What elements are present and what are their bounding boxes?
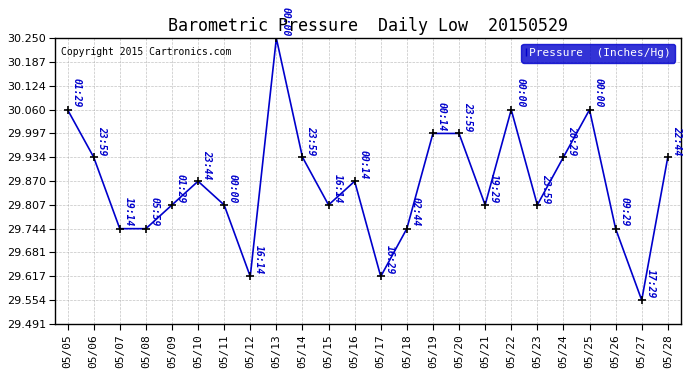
Pressure  (Inches/Hg)	[273, 36, 281, 40]
Text: 00:00: 00:00	[228, 174, 238, 203]
Text: 23:59: 23:59	[97, 126, 108, 155]
Pressure  (Inches/Hg)	[90, 155, 98, 159]
Pressure  (Inches/Hg)	[611, 226, 620, 231]
Text: 19:14: 19:14	[124, 197, 134, 227]
Pressure  (Inches/Hg)	[638, 298, 646, 302]
Pressure  (Inches/Hg)	[507, 108, 515, 112]
Pressure  (Inches/Hg)	[455, 131, 463, 136]
Text: 19:29: 19:29	[489, 174, 499, 203]
Pressure  (Inches/Hg)	[194, 179, 202, 183]
Pressure  (Inches/Hg)	[533, 203, 542, 207]
Text: 23:44: 23:44	[202, 150, 212, 179]
Pressure  (Inches/Hg)	[246, 274, 255, 279]
Text: 16:14: 16:14	[333, 174, 342, 203]
Text: 23:59: 23:59	[463, 102, 473, 132]
Text: 00:00: 00:00	[515, 78, 525, 108]
Text: 00:14: 00:14	[437, 102, 447, 132]
Text: 00:00: 00:00	[593, 78, 604, 108]
Line: Pressure  (Inches/Hg): Pressure (Inches/Hg)	[63, 34, 672, 305]
Pressure  (Inches/Hg)	[351, 179, 359, 183]
Pressure  (Inches/Hg)	[481, 203, 489, 207]
Title: Barometric Pressure  Daily Low  20150529: Barometric Pressure Daily Low 20150529	[168, 17, 568, 35]
Pressure  (Inches/Hg)	[560, 155, 568, 159]
Text: 23:59: 23:59	[541, 174, 551, 203]
Text: 22:44: 22:44	[672, 126, 682, 155]
Pressure  (Inches/Hg)	[116, 226, 124, 231]
Pressure  (Inches/Hg)	[324, 203, 333, 207]
Text: Copyright 2015 Cartronics.com: Copyright 2015 Cartronics.com	[61, 47, 231, 57]
Text: 01:29: 01:29	[72, 78, 81, 108]
Text: 16:29: 16:29	[384, 245, 395, 274]
Pressure  (Inches/Hg)	[585, 108, 593, 112]
Pressure  (Inches/Hg)	[63, 108, 72, 112]
Text: 23:59: 23:59	[306, 126, 316, 155]
Pressure  (Inches/Hg)	[168, 203, 176, 207]
Pressure  (Inches/Hg)	[428, 131, 437, 136]
Text: 01:29: 01:29	[176, 174, 186, 203]
Text: 09:29: 09:29	[620, 197, 629, 227]
Text: 02:44: 02:44	[411, 197, 421, 227]
Pressure  (Inches/Hg)	[141, 226, 150, 231]
Pressure  (Inches/Hg)	[403, 226, 411, 231]
Text: 05:59: 05:59	[150, 197, 160, 227]
Pressure  (Inches/Hg)	[220, 203, 228, 207]
Text: 00:00: 00:00	[280, 7, 290, 36]
Pressure  (Inches/Hg)	[664, 155, 672, 159]
Pressure  (Inches/Hg)	[298, 155, 306, 159]
Text: 16:14: 16:14	[254, 245, 264, 274]
Legend: Pressure  (Inches/Hg): Pressure (Inches/Hg)	[522, 44, 676, 63]
Pressure  (Inches/Hg)	[377, 274, 385, 279]
Text: 17:29: 17:29	[646, 269, 656, 298]
Text: 00:14: 00:14	[359, 150, 368, 179]
Text: 20:29: 20:29	[567, 126, 578, 155]
